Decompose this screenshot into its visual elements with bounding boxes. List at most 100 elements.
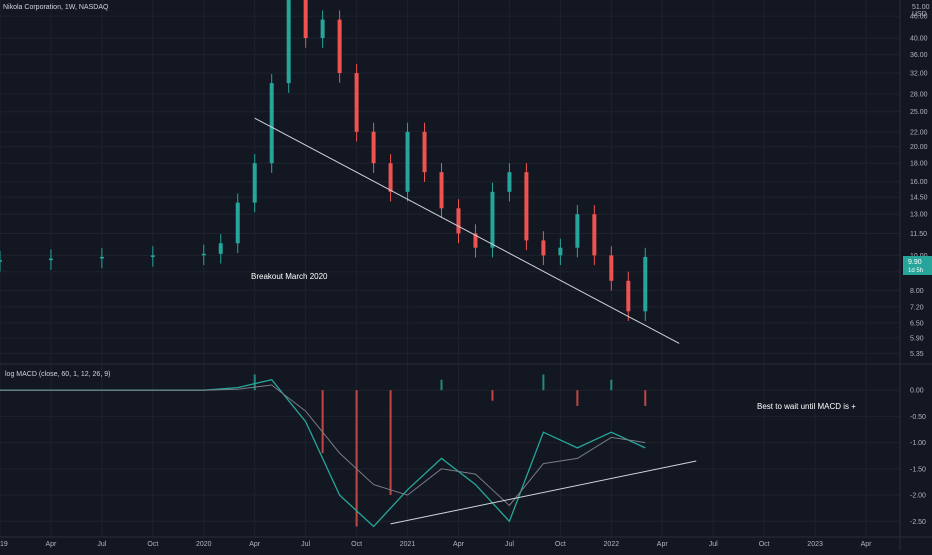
breakout-annotation: Breakout March 2020 xyxy=(251,272,328,281)
candle-body[interactable] xyxy=(354,73,359,132)
candle-body[interactable] xyxy=(473,233,478,248)
candle-body[interactable] xyxy=(609,255,614,281)
candle-body[interactable] xyxy=(218,243,223,254)
time-tick-label: Jul xyxy=(97,541,106,548)
price-tick-label: 5.35 xyxy=(910,351,924,358)
macd-histogram-bar[interactable] xyxy=(542,374,545,391)
price-tick-label: 46.00 xyxy=(910,14,928,21)
candle-body[interactable] xyxy=(201,253,206,256)
price-tick-label: 25.00 xyxy=(910,109,928,116)
time-tick-label: Jul xyxy=(709,541,718,548)
price-badge-value: 9.90 xyxy=(908,259,922,266)
candle-body[interactable] xyxy=(286,0,291,84)
macd-histogram-bar[interactable] xyxy=(644,390,647,406)
candle-body[interactable] xyxy=(303,0,308,39)
candle-body[interactable] xyxy=(405,131,410,192)
price-tick-label: 6.50 xyxy=(910,320,924,327)
macd-histogram-bar[interactable] xyxy=(491,390,494,401)
macd-indicator-label[interactable]: log MACD (close, 60, 1, 12, 26, 9) xyxy=(5,371,110,378)
time-tick-label: 2022 xyxy=(604,541,620,548)
candle-body[interactable] xyxy=(99,256,104,259)
macd-tick-label: 0.00 xyxy=(910,388,924,395)
price-tick-label: 13.00 xyxy=(910,212,928,219)
macd-tick-label: -0.50 xyxy=(910,414,926,421)
time-tick-label: Oct xyxy=(555,541,566,548)
time-tick-label: Apr xyxy=(453,541,465,548)
candle-body[interactable] xyxy=(507,172,512,192)
price-trendline[interactable] xyxy=(254,117,680,344)
price-tick-label: 5.90 xyxy=(910,336,924,343)
macd-histogram-bar[interactable] xyxy=(253,374,256,391)
price-tick-label: 7.20 xyxy=(910,304,924,311)
candle-body[interactable] xyxy=(371,131,376,164)
candle-body[interactable] xyxy=(0,260,2,262)
candle-body[interactable] xyxy=(643,256,648,312)
price-tick-label: 16.00 xyxy=(910,179,928,186)
macd-histogram-bar[interactable] xyxy=(389,390,392,496)
macd-histogram-bar[interactable] xyxy=(440,379,443,391)
candle-body[interactable] xyxy=(541,240,546,256)
candle-body[interactable] xyxy=(592,214,597,256)
price-tick-label: 36.00 xyxy=(910,52,928,59)
time-tick-label: Apr xyxy=(657,541,669,548)
macd-line[interactable] xyxy=(0,378,646,528)
candle-body[interactable] xyxy=(337,19,342,74)
candle-body[interactable] xyxy=(439,172,444,209)
price-tick-label: 22.00 xyxy=(910,129,928,136)
candle-body[interactable] xyxy=(422,131,427,173)
candle-body[interactable] xyxy=(524,172,529,241)
macd-tick-label: -2.00 xyxy=(910,493,926,500)
symbol-title: Nikola Corporation, 1W, NASDAQ xyxy=(3,4,109,11)
grid-layer xyxy=(0,0,900,537)
price-pane[interactable] xyxy=(0,0,680,344)
price-tick-label: 28.00 xyxy=(910,91,928,98)
macd-histogram-bar[interactable] xyxy=(321,390,324,454)
price-badge xyxy=(903,256,932,275)
macd-annotation: Best to wait until MACD is + xyxy=(757,402,856,411)
macd-pane[interactable] xyxy=(0,374,697,528)
candle-body[interactable] xyxy=(150,255,155,257)
candle-body[interactable] xyxy=(48,258,53,261)
price-tick-label: 18.00 xyxy=(910,161,928,168)
macd-tick-label: -1.00 xyxy=(910,440,926,447)
macd-tick-label: -2.50 xyxy=(910,519,926,526)
macd-histogram-bar[interactable] xyxy=(355,390,358,527)
candle-body[interactable] xyxy=(558,247,563,256)
time-tick-label: 2023 xyxy=(807,541,823,548)
candle-body[interactable] xyxy=(388,163,393,192)
macd-histogram-bar[interactable] xyxy=(576,390,579,406)
time-tick-label: Jul xyxy=(301,541,310,548)
time-tick-label: Oct xyxy=(759,541,770,548)
time-tick-label: 2019 xyxy=(0,541,8,548)
candle-body[interactable] xyxy=(252,163,257,203)
candle-body[interactable] xyxy=(456,208,461,234)
price-tick-label: 20.00 xyxy=(910,144,928,151)
macd-trendline[interactable] xyxy=(390,460,697,525)
price-tick-label: 11.50 xyxy=(910,231,927,238)
candle-body[interactable] xyxy=(320,19,325,39)
time-tick-label: Oct xyxy=(351,541,362,548)
time-tick-label: 2021 xyxy=(400,541,416,548)
price-tick-label: 14.50 xyxy=(910,195,928,202)
candle-body[interactable] xyxy=(235,202,240,244)
price-tick-label: 40.00 xyxy=(910,36,928,43)
candle-body[interactable] xyxy=(490,191,495,248)
candle-body[interactable] xyxy=(575,214,580,248)
currency-label: USD xyxy=(912,11,927,18)
price-tick-label: 8.00 xyxy=(910,288,924,295)
time-tick-label: Oct xyxy=(147,541,158,548)
time-tick-label: Apr xyxy=(861,541,873,548)
price-tick-label: 32.00 xyxy=(910,71,928,78)
top-tick-partial: 51.00 xyxy=(912,4,930,11)
time-tick-label: Apr xyxy=(45,541,57,548)
candle-body[interactable] xyxy=(626,280,631,312)
time-tick-label: 2020 xyxy=(196,541,212,548)
macd-histogram-bar[interactable] xyxy=(610,379,613,391)
macd-tick-label: -1.50 xyxy=(910,466,926,473)
signal-line[interactable] xyxy=(0,384,646,507)
candle-body[interactable] xyxy=(269,83,274,164)
price-badge-countdown: 1d 5h xyxy=(908,268,923,274)
